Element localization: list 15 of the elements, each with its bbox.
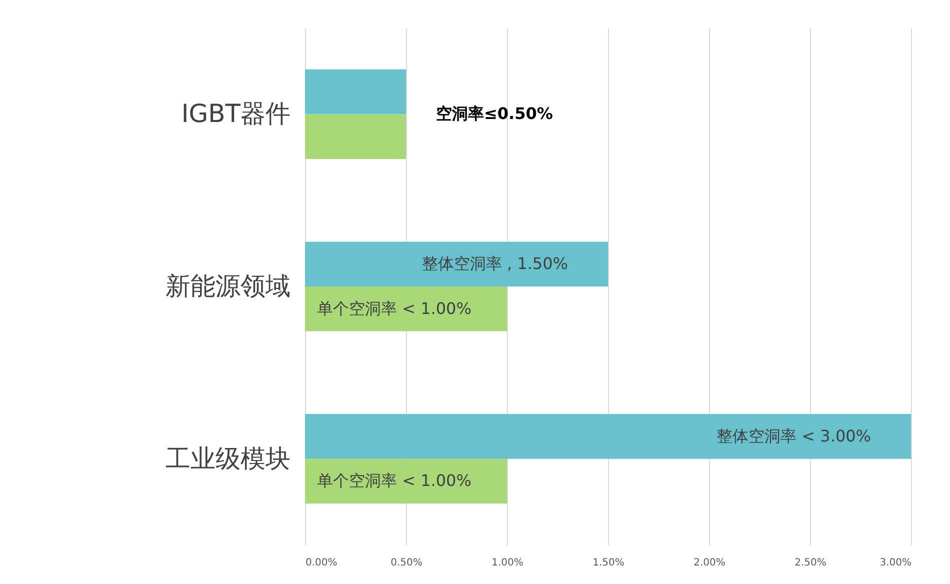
x-tick-label: 2.00% bbox=[694, 558, 726, 568]
data-label: 整体空洞率 , 1.50% bbox=[422, 254, 568, 274]
y-tick-label: 新能源领域 bbox=[166, 272, 290, 300]
x-tick-label: 3.00% bbox=[880, 558, 912, 568]
x-tick-label: 1.50% bbox=[592, 558, 624, 568]
x-tick-label: 0.00% bbox=[306, 558, 338, 568]
x-tick-label: 0.50% bbox=[390, 558, 422, 568]
y-tick-label: 工业级模块 bbox=[166, 444, 290, 473]
annotation: 空洞率≤0.50% bbox=[436, 104, 553, 124]
x-tick-label: 2.50% bbox=[794, 558, 826, 568]
data-label: 单个空洞率 < 1.00% bbox=[317, 471, 472, 490]
y-tick-label: IGBT器件 bbox=[181, 99, 290, 128]
x-tick-label: 1.00% bbox=[492, 558, 524, 568]
data-label: 单个空洞率 < 1.00% bbox=[317, 298, 472, 318]
data-label: 整体空洞率 < 3.00% bbox=[716, 426, 871, 446]
